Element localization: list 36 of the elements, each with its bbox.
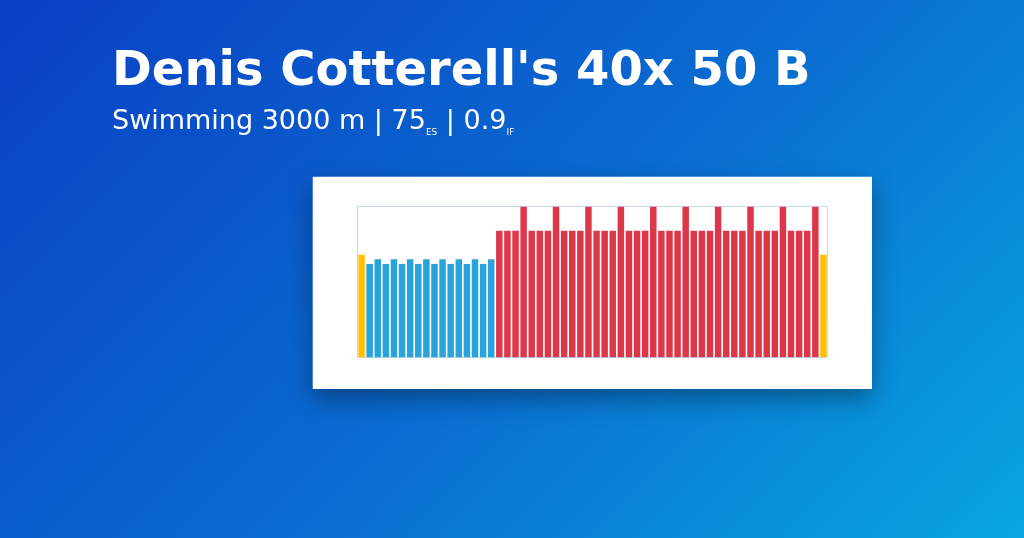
bar xyxy=(812,206,819,358)
bar xyxy=(471,259,479,358)
bar xyxy=(536,230,544,358)
bar xyxy=(374,259,381,358)
bar xyxy=(706,230,714,358)
bar xyxy=(479,263,487,358)
bar xyxy=(406,259,414,358)
bar xyxy=(544,230,552,358)
bar xyxy=(552,206,560,358)
bar xyxy=(820,254,827,358)
chart-title: Denis Cotterell's 40x 50 B xyxy=(112,39,811,98)
bar xyxy=(804,230,811,358)
bar xyxy=(382,263,390,358)
bar xyxy=(358,254,365,358)
bar xyxy=(390,259,398,358)
bar xyxy=(795,230,803,358)
bar xyxy=(722,230,730,358)
bar xyxy=(771,230,779,358)
bar xyxy=(641,230,649,358)
bar xyxy=(787,230,795,358)
bar xyxy=(617,206,625,358)
chart-subtitle: Swimming 3000 m | 75$_{ES}$ | 0.9$_{IF}$ xyxy=(112,103,516,140)
bar xyxy=(398,263,406,358)
bar xyxy=(455,259,463,358)
bar xyxy=(609,230,616,358)
bar xyxy=(625,230,633,358)
bar xyxy=(714,206,722,358)
bar xyxy=(633,230,641,358)
bar xyxy=(366,263,373,358)
bar xyxy=(690,230,698,358)
bar xyxy=(463,263,471,358)
bar xyxy=(487,259,495,358)
bar xyxy=(569,230,576,358)
bar xyxy=(779,206,787,358)
bar xyxy=(560,230,568,358)
bar xyxy=(698,230,706,358)
